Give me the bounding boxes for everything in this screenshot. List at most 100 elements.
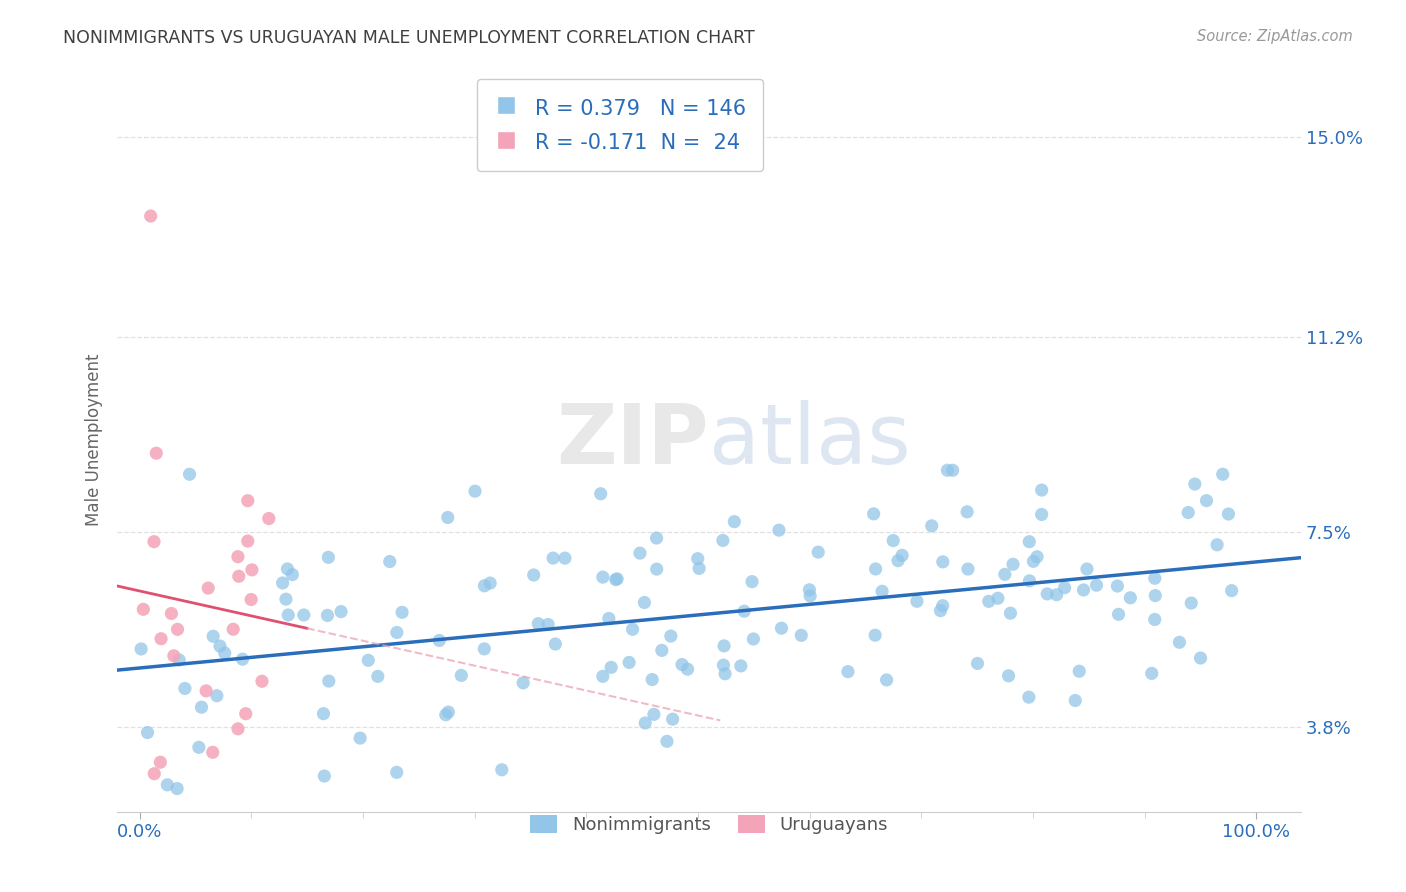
Nonimmigrants xyxy=(314,769,336,783)
Uruguayans xyxy=(228,569,250,583)
Nonimmigrants xyxy=(600,660,623,674)
Nonimmigrants xyxy=(357,653,380,667)
Nonimmigrants xyxy=(232,652,254,666)
Nonimmigrants xyxy=(592,669,614,683)
Nonimmigrants xyxy=(641,673,664,687)
Nonimmigrants xyxy=(378,555,401,569)
Nonimmigrants xyxy=(956,505,979,519)
Nonimmigrants xyxy=(1069,664,1091,678)
Nonimmigrants xyxy=(1119,591,1142,605)
Uruguayans xyxy=(143,766,166,780)
Nonimmigrants xyxy=(1045,588,1067,602)
Nonimmigrants xyxy=(997,669,1019,683)
Nonimmigrants xyxy=(129,642,152,657)
Nonimmigrants xyxy=(190,700,212,714)
Nonimmigrants xyxy=(1073,582,1095,597)
Nonimmigrants xyxy=(437,705,460,719)
Text: ZIP: ZIP xyxy=(557,400,709,481)
Nonimmigrants xyxy=(208,639,231,653)
Uruguayans xyxy=(149,756,172,770)
Text: atlas: atlas xyxy=(709,400,911,481)
Nonimmigrants xyxy=(330,605,353,619)
Nonimmigrants xyxy=(651,643,673,657)
Nonimmigrants xyxy=(1018,574,1040,588)
Nonimmigrants xyxy=(956,562,979,576)
Uruguayans xyxy=(166,623,188,637)
Nonimmigrants xyxy=(541,551,564,566)
Nonimmigrants xyxy=(713,658,735,673)
Uruguayans xyxy=(145,446,167,460)
Nonimmigrants xyxy=(733,604,755,618)
Nonimmigrants xyxy=(174,681,197,696)
Nonimmigrants xyxy=(1053,581,1076,595)
Nonimmigrants xyxy=(713,639,735,653)
Nonimmigrants xyxy=(512,676,534,690)
Nonimmigrants xyxy=(1143,612,1166,626)
Nonimmigrants xyxy=(931,599,953,613)
Nonimmigrants xyxy=(277,607,299,622)
Nonimmigrants xyxy=(799,589,821,603)
Nonimmigrants xyxy=(929,604,952,618)
Nonimmigrants xyxy=(1000,606,1022,620)
Nonimmigrants xyxy=(605,573,627,587)
Uruguayans xyxy=(195,684,218,698)
Nonimmigrants xyxy=(870,584,893,599)
Nonimmigrants xyxy=(474,579,496,593)
Nonimmigrants xyxy=(1026,549,1049,564)
Uruguayans xyxy=(250,674,273,689)
Nonimmigrants xyxy=(1220,583,1243,598)
Nonimmigrants xyxy=(621,622,644,636)
Nonimmigrants xyxy=(214,646,236,660)
Nonimmigrants xyxy=(711,533,734,548)
Nonimmigrants xyxy=(1022,554,1045,568)
Y-axis label: Male Unemployment: Male Unemployment xyxy=(86,354,103,526)
Nonimmigrants xyxy=(659,629,682,643)
Nonimmigrants xyxy=(1108,607,1130,622)
Nonimmigrants xyxy=(1031,508,1053,522)
Nonimmigrants xyxy=(205,689,228,703)
Nonimmigrants xyxy=(770,621,793,635)
Nonimmigrants xyxy=(281,567,304,582)
Nonimmigrants xyxy=(1168,635,1191,649)
Nonimmigrants xyxy=(187,740,209,755)
Uruguayans xyxy=(143,534,166,549)
Nonimmigrants xyxy=(936,463,959,477)
Nonimmigrants xyxy=(876,673,898,687)
Uruguayans xyxy=(257,511,280,525)
Nonimmigrants xyxy=(628,546,651,560)
Uruguayans xyxy=(240,592,263,607)
Nonimmigrants xyxy=(367,669,389,683)
Uruguayans xyxy=(132,602,155,616)
Uruguayans xyxy=(139,209,162,223)
Nonimmigrants xyxy=(921,519,943,533)
Nonimmigrants xyxy=(634,716,657,731)
Nonimmigrants xyxy=(742,632,765,646)
Nonimmigrants xyxy=(994,567,1017,582)
Nonimmigrants xyxy=(156,778,179,792)
Nonimmigrants xyxy=(790,628,813,642)
Nonimmigrants xyxy=(1218,507,1240,521)
Nonimmigrants xyxy=(606,572,628,586)
Nonimmigrants xyxy=(1018,690,1040,705)
Nonimmigrants xyxy=(661,712,683,726)
Nonimmigrants xyxy=(1206,538,1229,552)
Nonimmigrants xyxy=(318,550,340,565)
Nonimmigrants xyxy=(1085,578,1108,592)
Nonimmigrants xyxy=(589,487,612,501)
Text: Source: ZipAtlas.com: Source: ZipAtlas.com xyxy=(1197,29,1353,44)
Nonimmigrants xyxy=(645,531,668,545)
Nonimmigrants xyxy=(837,665,859,679)
Uruguayans xyxy=(201,745,224,759)
Nonimmigrants xyxy=(464,484,486,499)
Nonimmigrants xyxy=(633,595,655,609)
Nonimmigrants xyxy=(1180,596,1202,610)
Nonimmigrants xyxy=(1177,506,1199,520)
Nonimmigrants xyxy=(1144,589,1167,603)
Nonimmigrants xyxy=(1143,571,1166,585)
Nonimmigrants xyxy=(671,657,693,672)
Nonimmigrants xyxy=(318,674,340,689)
Nonimmigrants xyxy=(862,507,884,521)
Nonimmigrants xyxy=(643,707,665,722)
Uruguayans xyxy=(150,632,173,646)
Nonimmigrants xyxy=(655,734,678,748)
